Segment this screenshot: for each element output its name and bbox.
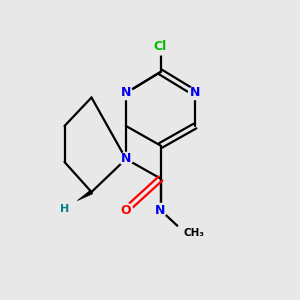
Text: H: H: [60, 203, 69, 214]
Circle shape: [176, 224, 193, 241]
Circle shape: [119, 203, 133, 217]
Circle shape: [58, 202, 70, 214]
Circle shape: [188, 86, 202, 100]
Circle shape: [119, 86, 133, 100]
Text: N: N: [155, 203, 166, 217]
Text: N: N: [121, 86, 131, 100]
Text: N: N: [121, 152, 131, 166]
Circle shape: [119, 152, 133, 166]
Text: Cl: Cl: [154, 40, 167, 53]
Circle shape: [154, 203, 167, 217]
Polygon shape: [77, 190, 93, 201]
Text: CH₃: CH₃: [183, 227, 204, 238]
Text: O: O: [121, 203, 131, 217]
Text: N: N: [190, 86, 200, 100]
Circle shape: [152, 38, 169, 55]
